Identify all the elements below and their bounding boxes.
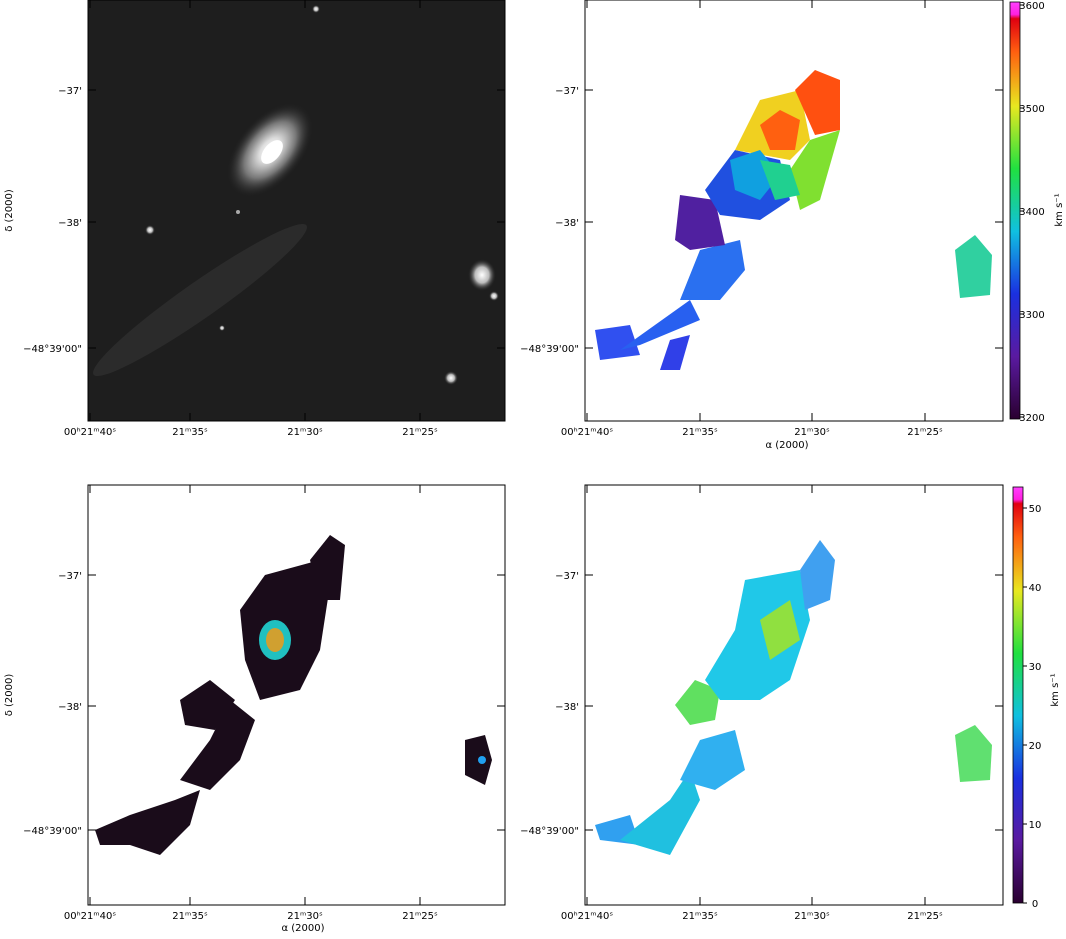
colorbar-tick-label: 20 [1029, 741, 1042, 752]
y-tick-label: −37' [58, 86, 82, 97]
x-tick-label: 21ᵐ25ˢ [402, 911, 438, 922]
x-tick-label: 00ʰ21ᵐ40ˢ [64, 427, 116, 438]
y-tick-label: −48°39'00" [23, 344, 82, 355]
x-tick-label: 21ᵐ35ˢ [682, 427, 718, 438]
intensity-map [95, 535, 492, 855]
x-tick-label: 21ᵐ25ˢ [907, 427, 943, 438]
x-tick-label: 21ᵐ35ˢ [682, 911, 718, 922]
plot-frame [87, 484, 506, 906]
colorbar-tick-label: 10 [1029, 820, 1042, 831]
x-axis-label: α (2000) [765, 440, 808, 451]
x-tick-label: 21ᵐ30ˢ [794, 911, 830, 922]
y-tick-label: −37' [58, 571, 82, 582]
colorbar-tick-label: 40 [1029, 583, 1042, 594]
y-axis-label: δ (2000) [4, 674, 15, 717]
x-tick-label: 00ʰ21ᵐ40ˢ [561, 911, 613, 922]
y-tick-label: −38' [58, 702, 82, 713]
colorbar-tick-label: 3400 [1019, 207, 1044, 218]
dispersion-map [595, 540, 992, 855]
plot-frame [87, 0, 506, 422]
y-tick-label: −48°39'00" [23, 826, 82, 837]
plot-frame [584, 484, 1004, 906]
y-tick-label: −38' [555, 218, 579, 229]
plot-frame [584, 0, 1004, 422]
colorbar-label: km s⁻¹ [1054, 193, 1065, 226]
optical-image [88, 0, 505, 421]
colorbar-tick-label: 3200 [1019, 413, 1044, 424]
colorbar-tick-label: 3600 [1019, 1, 1044, 12]
x-tick-label: 21ᵐ30ˢ [794, 427, 830, 438]
y-axis-label: δ (2000) [4, 189, 15, 232]
x-tick-label: 21ᵐ25ˢ [402, 427, 438, 438]
colorbar [1012, 486, 1024, 904]
x-tick-label: 00ʰ21ᵐ40ˢ [561, 427, 613, 438]
y-tick-label: −38' [58, 218, 82, 229]
colorbar-label: km s⁻¹ [1050, 673, 1061, 706]
x-tick-label: 21ᵐ25ˢ [907, 911, 943, 922]
y-tick-label: −48°39'00" [520, 344, 579, 355]
y-tick-label: −38' [555, 702, 579, 713]
y-tick-label: −48°39'00" [520, 826, 579, 837]
x-axis-label: α (2000) [281, 923, 324, 934]
velocity-map [595, 70, 992, 370]
y-tick-label: −37' [555, 86, 579, 97]
colorbar-tick-label: 0 [1032, 899, 1038, 910]
x-tick-label: 00ʰ21ᵐ40ˢ [64, 911, 116, 922]
x-tick-label: 21ᵐ30ˢ [287, 911, 323, 922]
y-tick-label: −37' [555, 571, 579, 582]
colorbar-tick-label: 50 [1029, 504, 1042, 515]
x-tick-label: 21ᵐ35ˢ [172, 427, 208, 438]
colorbar-tick-label: 3500 [1019, 104, 1044, 115]
x-tick-label: 21ᵐ35ˢ [172, 911, 208, 922]
colorbar-tick-label: 30 [1029, 662, 1042, 673]
x-tick-label: 21ᵐ30ˢ [287, 427, 323, 438]
colorbar-tick-label: 3300 [1019, 310, 1044, 321]
